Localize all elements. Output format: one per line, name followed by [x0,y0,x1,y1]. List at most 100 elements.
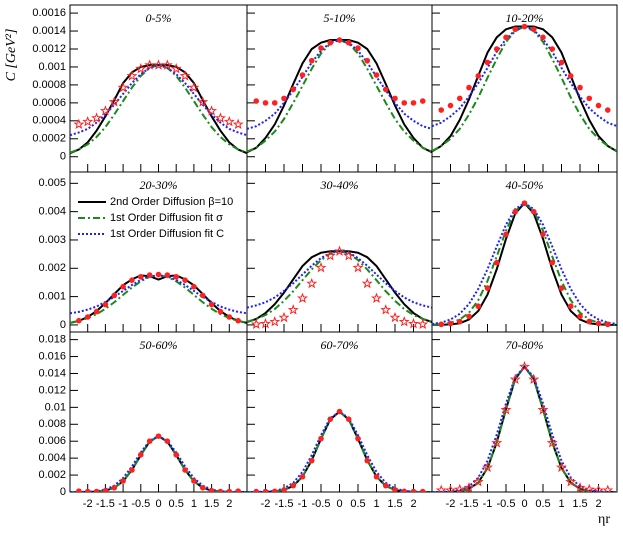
circle-marker [235,488,241,492]
star-marker [408,318,419,329]
star-marker [99,105,111,116]
plot-area [70,271,247,324]
x-tick-label: 0 [336,498,342,510]
circle-marker [549,259,556,266]
y-tick-label: 0.008 [38,418,66,430]
star-marker [334,245,345,256]
circle-marker [155,271,162,278]
star-marker [361,277,373,289]
panel-label: 70-80% [506,338,544,352]
star-marker [278,311,290,323]
star-marker [454,483,466,492]
curve [432,201,617,325]
star-marker [324,250,336,261]
star-marker [126,70,138,81]
x-tick-label: -0.5 [131,498,150,510]
panel-label: 5-10% [324,11,356,25]
circle-marker [217,308,224,315]
circle-marker [235,317,241,324]
x-tick-label: -2 [446,498,456,510]
panel-label: 0-5% [146,11,172,25]
star-marker [343,250,355,261]
x-tick-label: -0.5 [312,498,331,510]
circle-marker [191,283,197,290]
x-tick-label: -1 [298,498,308,510]
circle-marker [318,45,324,51]
circle-marker [401,100,408,106]
star-marker [463,482,475,492]
x-tick-label: 0.5 [535,498,550,510]
circle-marker [308,457,315,464]
panel-frame [69,4,248,173]
circle-marker [290,86,297,93]
curve [247,250,432,323]
circle-marker [419,488,426,492]
x-tick-label: -1.5 [275,498,294,510]
circle-marker [226,488,233,492]
x-tick-label: -1.5 [460,498,479,510]
plot-area [247,37,432,154]
circle-marker [271,488,278,492]
y-tick-label: 0.001 [38,291,66,303]
circle-marker [226,314,233,320]
y-tick-label: 0 [60,319,66,331]
x-tick-label: 0 [155,498,161,510]
circle-marker [173,451,179,458]
circle-marker [558,59,565,66]
star-marker [287,304,299,315]
x-tick-label: -0.5 [497,498,516,510]
y-tick-label: 0 [60,486,66,498]
circle-marker [530,208,537,215]
circle-marker [419,98,426,104]
curve [247,250,432,309]
star-marker [214,112,226,123]
circle-marker [345,39,352,46]
circle-marker [595,102,602,109]
panel-frame [431,4,618,173]
x-tick-label: -2 [261,498,271,510]
curve [70,64,247,154]
star-marker [206,105,218,116]
y-tick-label: 0.0012 [32,43,66,55]
circle-marker [503,34,509,41]
star-marker [371,292,382,303]
curve [432,365,617,492]
circle-marker [438,107,445,113]
circle-marker [521,23,528,30]
curve [70,64,247,137]
y-tick-label: 0.003 [38,234,66,246]
star-marker [509,373,521,385]
circle-marker [327,416,334,422]
circle-marker [484,59,491,66]
curve [432,201,617,326]
circle-marker [111,292,118,299]
circle-marker [540,34,546,41]
circle-marker [146,438,153,445]
circle-marker [164,438,171,445]
curve [432,25,617,153]
panel-frame [431,171,618,333]
circle-marker [208,487,215,492]
star-marker [91,112,103,123]
circle-marker [262,488,269,492]
circle-marker [410,100,417,106]
x-axis-title: ηr [598,512,610,527]
panel-frame [246,4,433,173]
circle-marker [120,478,126,484]
circle-marker [512,208,519,215]
x-tick-label: 2 [226,498,232,510]
circle-marker [102,301,109,308]
circle-marker [290,482,297,489]
star-marker [73,118,85,130]
circle-marker [138,451,144,458]
circle-marker [182,467,188,473]
circle-marker [199,292,206,299]
circle-marker [567,303,574,310]
panel-frame [69,331,248,493]
star-marker [528,373,540,385]
star-marker [223,115,235,127]
star-marker [500,404,512,415]
star-marker [108,96,120,107]
star-marker [593,484,604,492]
circle-marker [336,37,343,43]
